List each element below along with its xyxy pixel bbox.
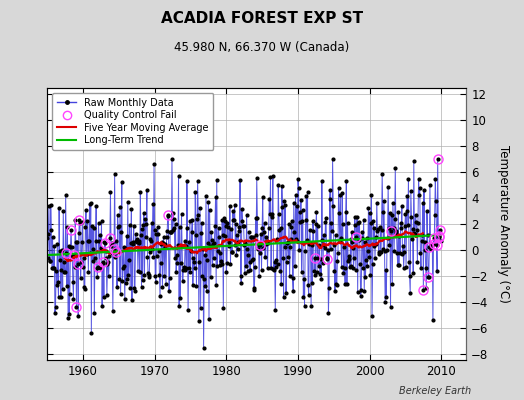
- Y-axis label: Temperature Anomaly (°C): Temperature Anomaly (°C): [497, 145, 510, 303]
- Text: Berkeley Earth: Berkeley Earth: [399, 386, 472, 396]
- Text: ACADIA FOREST EXP ST: ACADIA FOREST EXP ST: [161, 11, 363, 26]
- Text: 45.980 N, 66.370 W (Canada): 45.980 N, 66.370 W (Canada): [174, 41, 350, 54]
- Legend: Raw Monthly Data, Quality Control Fail, Five Year Moving Average, Long-Term Tren: Raw Monthly Data, Quality Control Fail, …: [52, 93, 213, 150]
